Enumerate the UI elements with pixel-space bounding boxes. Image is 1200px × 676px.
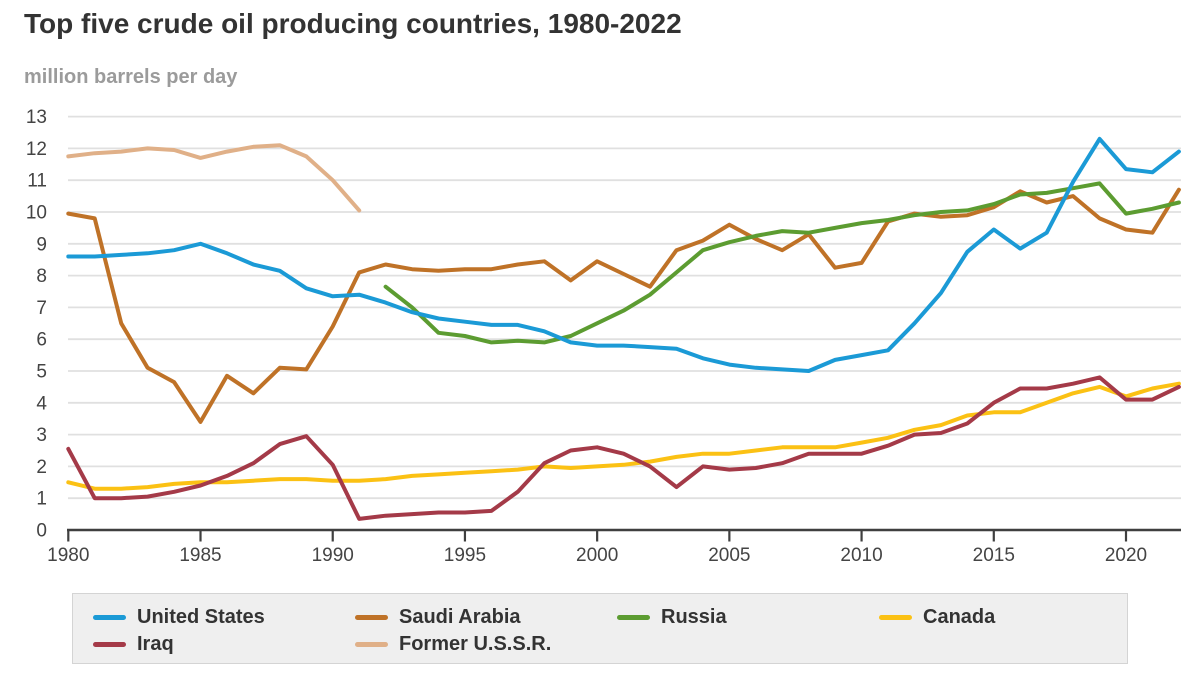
y-tick-label-7: 7: [36, 298, 47, 319]
x-tick-label-1980: 1980: [47, 545, 89, 566]
legend-label-united-states: United States: [137, 606, 265, 628]
x-tick-label-2010: 2010: [840, 545, 882, 566]
x-tick-label-1985: 1985: [179, 545, 221, 566]
legend-item-united-states[interactable]: United States: [93, 606, 355, 629]
x-tick-label-2015: 2015: [973, 545, 1015, 566]
y-tick-label-0: 0: [36, 521, 47, 542]
legend-item-iraq[interactable]: Iraq: [93, 633, 355, 656]
legend-label-former-u-s-s-r: Former U.S.S.R.: [399, 633, 552, 655]
legend-swatch-iraq: [93, 642, 126, 647]
chart-subtitle: million barrels per day: [24, 66, 238, 88]
series-line-saudi-arabia: [66, 187, 1181, 424]
x-tick-label-1995: 1995: [444, 545, 486, 566]
y-tick-label-9: 9: [36, 234, 47, 255]
y-tick-label-10: 10: [26, 203, 47, 224]
legend-item-russia[interactable]: Russia: [617, 606, 879, 629]
legend-swatch-canada: [879, 615, 912, 620]
legend-item-former-u-s-s-r[interactable]: Former U.S.S.R.: [355, 633, 617, 656]
y-tick-label-2: 2: [36, 457, 47, 478]
legend-item-saudi-arabia[interactable]: Saudi Arabia: [355, 606, 617, 629]
legend-swatch-united-states: [93, 615, 126, 620]
series-line-former-u-s-s-r: [66, 143, 362, 213]
y-tick-label-3: 3: [36, 425, 47, 446]
y-tick-label-12: 12: [26, 139, 47, 160]
y-tick-label-13: 13: [26, 107, 47, 128]
y-tick-label-5: 5: [36, 362, 47, 383]
legend-label-saudi-arabia: Saudi Arabia: [399, 606, 521, 628]
legend-swatch-former-u-s-s-r: [355, 642, 388, 647]
series-line-united-states: [66, 136, 1181, 373]
y-tick-label-1: 1: [36, 489, 47, 510]
x-tick-label-2005: 2005: [708, 545, 750, 566]
series-line-russia: [383, 181, 1181, 345]
y-tick-label-11: 11: [27, 171, 47, 192]
legend-swatch-saudi-arabia: [355, 615, 388, 620]
legend: United States Saudi Arabia Russia Canada Ira…: [72, 593, 1128, 664]
series-line-iraq: [66, 375, 1181, 521]
x-tick-label-2020: 2020: [1105, 545, 1147, 566]
legend-label-russia: Russia: [661, 606, 727, 628]
x-tick-label-1990: 1990: [312, 545, 354, 566]
legend-label-iraq: Iraq: [137, 633, 174, 655]
legend-item-canada[interactable]: Canada: [879, 606, 1141, 629]
legend-label-canada: Canada: [923, 606, 996, 628]
y-tick-label-8: 8: [36, 266, 47, 287]
y-tick-label-6: 6: [36, 330, 47, 351]
x-tick-label-2000: 2000: [576, 545, 618, 566]
series-line-canada: [66, 381, 1181, 491]
y-tick-label-4: 4: [36, 393, 47, 414]
chart-title: Top five crude oil producing countries, …: [24, 8, 682, 39]
legend-swatch-russia: [617, 615, 650, 620]
